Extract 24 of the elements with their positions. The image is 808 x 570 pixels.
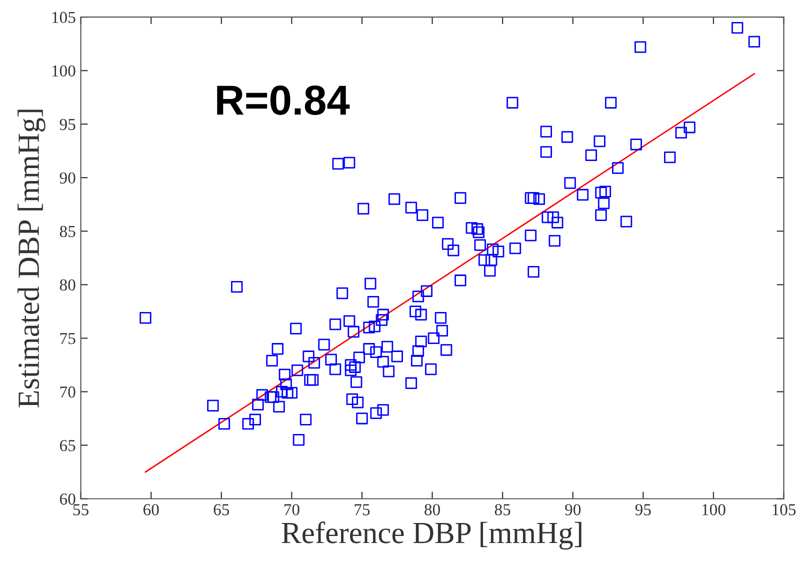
x-tick-label: 60 xyxy=(143,504,159,516)
x-axis-title: Reference DBP [mmHg] xyxy=(282,522,582,550)
y-tick-label: 70 xyxy=(60,386,76,398)
y-tick-label: 95 xyxy=(60,118,76,130)
y-tick-label: 105 xyxy=(52,12,76,24)
x-tick-label: 90 xyxy=(565,504,581,516)
y-tick-label: 100 xyxy=(52,65,76,77)
x-tick-label: 80 xyxy=(424,504,440,516)
y-tick-label: 75 xyxy=(60,333,76,344)
x-tick-label: 100 xyxy=(702,504,726,516)
x-tick-label: 75 xyxy=(354,504,370,516)
annotation: R=0.84 xyxy=(217,85,350,115)
y-tick-label: 90 xyxy=(60,172,76,184)
y-tick-label: 65 xyxy=(60,440,76,452)
y-axis-title: Estimated DBP [mmHg] xyxy=(18,110,46,408)
y-tick-label: 80 xyxy=(60,279,76,291)
y-tick-label: 85 xyxy=(60,226,76,238)
x-tick-label: 55 xyxy=(73,504,88,516)
x-tick-label: 65 xyxy=(214,504,230,516)
x-tick-label: 105 xyxy=(772,504,796,516)
x-tick-label: 70 xyxy=(284,504,300,516)
y-tick-label: 60 xyxy=(60,493,76,505)
x-tick-label: 85 xyxy=(494,504,510,516)
x-tick-label: 95 xyxy=(635,504,651,516)
